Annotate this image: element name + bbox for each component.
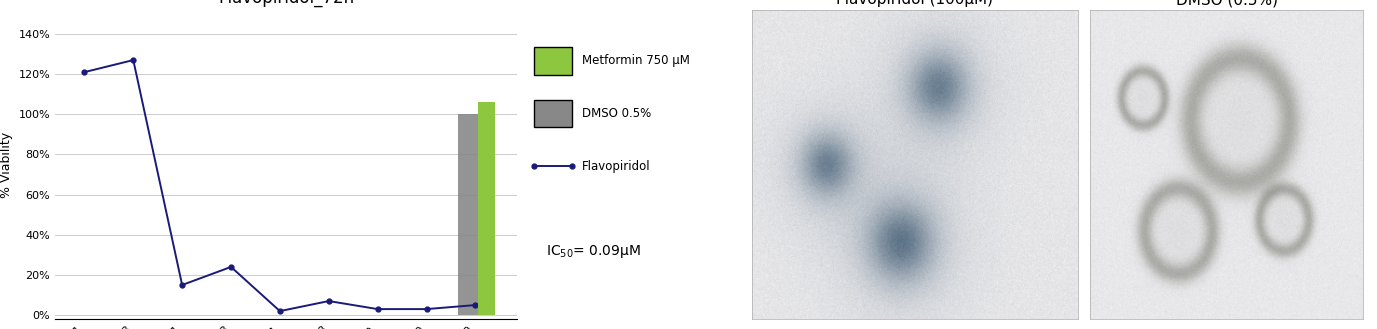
Text: Metformin 750 μM: Metformin 750 μM <box>582 54 690 67</box>
Title: Flavopiridol (100μM): Flavopiridol (100μM) <box>836 0 993 7</box>
Text: IC$_{50}$= 0.09μM: IC$_{50}$= 0.09μM <box>547 242 642 260</box>
Text: DMSO 0.5%: DMSO 0.5% <box>582 107 651 120</box>
FancyBboxPatch shape <box>534 100 571 127</box>
Text: Flavopiridol: Flavopiridol <box>582 160 651 172</box>
Y-axis label: % Viability: % Viability <box>0 132 12 197</box>
Title: DMSO (0.5%): DMSO (0.5%) <box>1176 0 1278 7</box>
Bar <box>478 102 494 315</box>
FancyBboxPatch shape <box>534 47 571 75</box>
Bar <box>457 114 487 315</box>
Title: Flavopiridol_72h: Flavopiridol_72h <box>218 0 354 7</box>
